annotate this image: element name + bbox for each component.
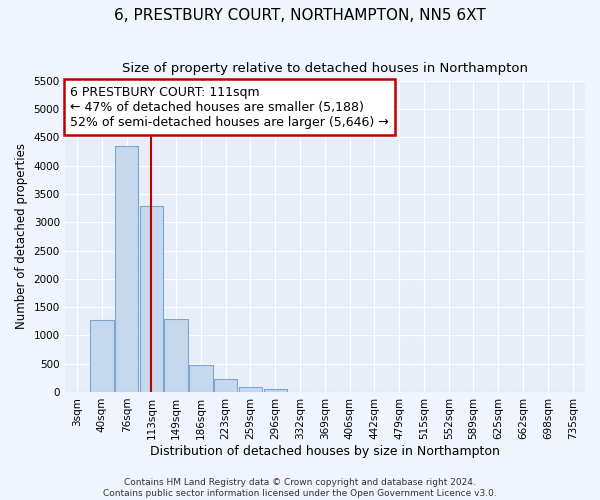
Text: 6, PRESTBURY COURT, NORTHAMPTON, NN5 6XT: 6, PRESTBURY COURT, NORTHAMPTON, NN5 6XT: [114, 8, 486, 22]
Text: 6 PRESTBURY COURT: 111sqm
← 47% of detached houses are smaller (5,188)
52% of se: 6 PRESTBURY COURT: 111sqm ← 47% of detac…: [70, 86, 389, 128]
Bar: [214, 379, 238, 392]
Bar: [90, 320, 113, 392]
Title: Size of property relative to detached houses in Northampton: Size of property relative to detached ho…: [122, 62, 528, 76]
Bar: [164, 319, 188, 392]
Bar: [263, 388, 287, 392]
Bar: [115, 146, 139, 392]
Bar: [140, 206, 163, 392]
X-axis label: Distribution of detached houses by size in Northampton: Distribution of detached houses by size …: [150, 444, 500, 458]
Bar: [189, 365, 213, 392]
Bar: [239, 387, 262, 392]
Text: Contains HM Land Registry data © Crown copyright and database right 2024.
Contai: Contains HM Land Registry data © Crown c…: [103, 478, 497, 498]
Y-axis label: Number of detached properties: Number of detached properties: [15, 144, 28, 330]
